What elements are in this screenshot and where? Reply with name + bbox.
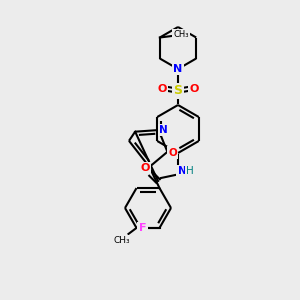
Text: O: O: [140, 163, 150, 173]
Text: CH₃: CH₃: [173, 30, 189, 39]
Text: O: O: [157, 84, 167, 94]
Text: F: F: [139, 223, 146, 233]
Text: CH₃: CH₃: [113, 236, 130, 245]
Text: N: N: [173, 64, 183, 74]
Text: S: S: [173, 85, 182, 98]
Text: O: O: [189, 84, 199, 94]
Text: O: O: [168, 148, 177, 158]
Text: N: N: [159, 125, 168, 135]
Text: H: H: [186, 166, 194, 176]
Text: N: N: [178, 166, 186, 176]
